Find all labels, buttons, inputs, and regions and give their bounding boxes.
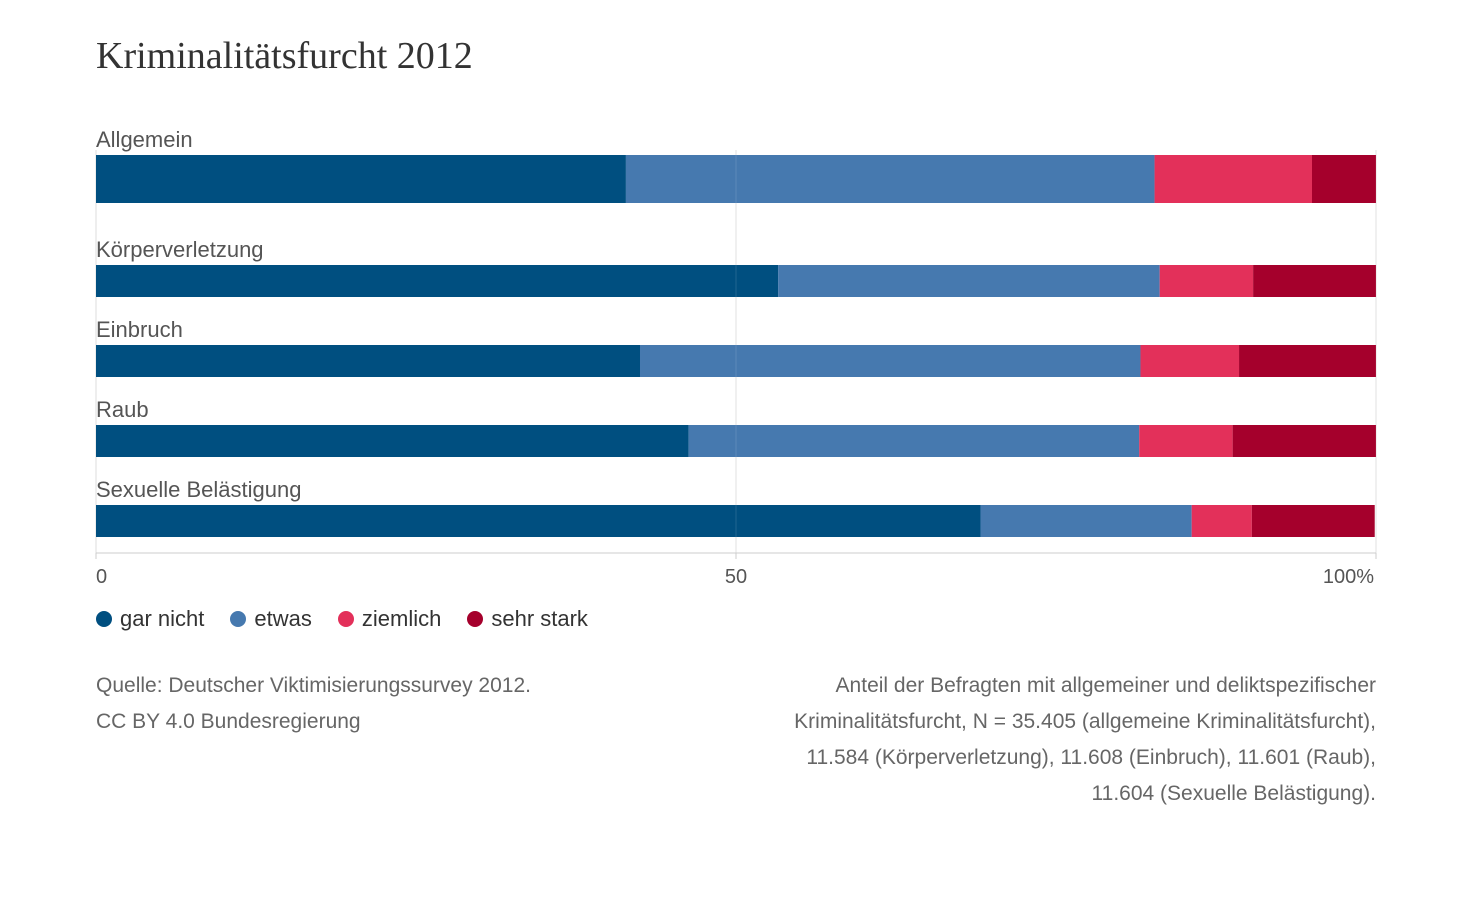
legend-swatch-ziemlich (337, 611, 354, 627)
bar-segment-3-0 (96, 425, 689, 457)
legend-item-etwas: etwas (230, 606, 312, 632)
bar-segment-4-3 (1251, 505, 1375, 537)
category-label-3: Raub (96, 397, 149, 422)
bar-segment-1-0 (96, 265, 779, 297)
legend-label-ziemlich: ziemlich (361, 606, 442, 631)
source-note: Quelle: Deutscher Viktimisierungssurvey … (96, 668, 531, 740)
category-label-1: Körperverletzung (96, 237, 264, 262)
category-label-0: Allgemein (96, 127, 193, 152)
note-line-2: Kriminalitätsfurcht, N = 35.405 (allgeme… (794, 710, 1376, 733)
bar-segment-3-2 (1139, 425, 1233, 457)
bar-segment-4-2 (1191, 505, 1252, 537)
x-tick-label-100: 100% (1323, 566, 1374, 588)
note-line-4: 11.604 (Sexuelle Belästigung). (1091, 782, 1376, 805)
bar-segment-4-0 (96, 505, 981, 537)
bar-segment-0-2 (1154, 155, 1312, 203)
x-tick-label-50: 50 (725, 566, 747, 588)
chart-title: Kriminalitätsfurcht 2012 (96, 35, 473, 77)
legend-item-ziemlich: ziemlich (337, 606, 442, 632)
category-label-2: Einbruch (96, 317, 183, 342)
legend-swatch-etwas (230, 611, 247, 627)
bar-segment-3-3 (1232, 425, 1376, 457)
legend-label-sehr-stark: sehr stark (491, 606, 588, 631)
bar-segment-1-3 (1253, 265, 1376, 297)
bar-segment-2-0 (96, 345, 640, 377)
source-line-2: CC BY 4.0 Bundesregierung (96, 710, 361, 733)
sample-note: Anteil der Befragten mit allgemeiner und… (736, 668, 1376, 812)
bar-segment-1-1 (778, 265, 1160, 297)
legend-swatch-sehr-stark (467, 611, 484, 627)
legend-item-gar-nicht: gar nicht (96, 606, 204, 632)
bar-segment-4-1 (980, 505, 1192, 537)
bar-segment-2-2 (1140, 345, 1240, 377)
legend-label-etwas: etwas (254, 606, 312, 631)
note-line-3: 11.584 (Körperverletzung), 11.608 (Einbr… (806, 746, 1376, 769)
legend-item-sehr-stark: sehr stark (467, 606, 588, 632)
bar-segment-0-3 (1312, 155, 1376, 203)
bar-segment-3-1 (688, 425, 1140, 457)
category-label-4: Sexuelle Belästigung (96, 477, 301, 502)
note-line-1: Anteil der Befragten mit allgemeiner und… (835, 674, 1376, 697)
chart-legend: gar nicht etwas ziemlich sehr stark (96, 606, 588, 632)
source-line-1: Quelle: Deutscher Viktimisierungssurvey … (96, 674, 531, 697)
bar-segment-2-3 (1239, 345, 1376, 377)
bar-segment-0-0 (96, 155, 626, 203)
bar-segment-1-2 (1159, 265, 1254, 297)
bar-segment-0-1 (625, 155, 1155, 203)
legend-swatch-gar-nicht (96, 611, 112, 627)
x-tick-label-0: 0 (96, 566, 107, 588)
stacked-bar-chart: Allgemein Körperverletzung Einbruch Raub Sex… (95, 127, 1377, 588)
bar-segment-2-1 (640, 345, 1141, 377)
legend-label-gar-nicht: gar nicht (120, 606, 205, 631)
